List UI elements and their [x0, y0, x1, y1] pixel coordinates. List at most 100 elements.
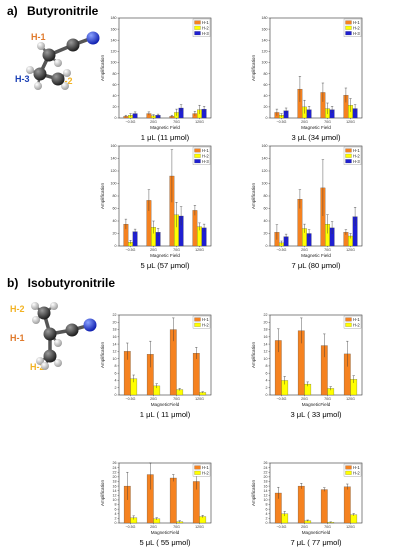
chart-caption: 7 μL ( 77 μmol) [290, 538, 342, 547]
legend-label: H-2 [202, 322, 209, 327]
butyro-h3-label: H-3 [15, 74, 30, 84]
y-tick-label: 22 [264, 470, 268, 474]
x-tick-label: 20G [301, 397, 308, 401]
legend-swatch [345, 465, 352, 470]
y-tick-label: 14 [113, 342, 117, 346]
x-tick-label: 120G [195, 248, 204, 252]
legend-swatch [194, 470, 201, 475]
x-tick-label: ~0.5G [277, 397, 287, 401]
legend-swatch [345, 153, 352, 158]
y-tick-label: 80 [113, 194, 117, 198]
y-tick-label: 20 [264, 475, 268, 479]
y-tick-label: 18 [113, 480, 117, 484]
chart-6: 0 2 4 6 8 10 12 14 16 18 20 22 ~0.5G 20G 70G 120G Magnet… [251, 313, 363, 419]
legend-swatch [194, 322, 201, 327]
plot-frame [118, 462, 212, 524]
y-tick-label: 4 [115, 379, 117, 383]
y-axis-label: Amplification [251, 55, 256, 81]
section-b-title: Isobutyronitrile [27, 276, 116, 290]
y-tick-label: 6 [115, 507, 117, 511]
x-tick-label: 20G [150, 120, 157, 124]
x-tick-label: ~0.5G [277, 248, 287, 252]
chart-caption: 3 μL ( 33 μmol) [290, 410, 342, 419]
y-tick-label: 12 [264, 494, 268, 498]
section-a-title: Butyronitrile [27, 4, 99, 18]
y-tick-label: 16 [113, 484, 117, 488]
y-tick-label: 100 [262, 182, 268, 186]
legend-label: H-1 [353, 20, 360, 25]
y-tick-label: 4 [266, 379, 268, 383]
y-tick-label: 120 [262, 50, 268, 54]
y-tick-label: 4 [266, 512, 268, 516]
y-axis-label: Amplification [100, 342, 105, 368]
legend-swatch [194, 153, 201, 158]
plot-frame [269, 462, 363, 524]
y-tick-label: 160 [262, 144, 268, 148]
bar-h-1 [169, 477, 177, 524]
y-tick-label: 0 [266, 116, 268, 120]
chart-caption: 3 μL (34 μmol) [292, 133, 341, 142]
legend-label: H-1 [202, 20, 209, 25]
legend-swatch [345, 25, 352, 30]
legend-label: H-1 [202, 317, 209, 322]
y-tick-label: 120 [111, 169, 117, 173]
x-tick-label: 70G [324, 120, 331, 124]
legend-swatch [194, 317, 201, 322]
y-tick-label: 22 [113, 470, 117, 474]
bar-h-1 [320, 489, 328, 524]
y-tick-label: 40 [113, 219, 117, 223]
y-tick-label: 18 [264, 480, 268, 484]
y-tick-label: 40 [264, 94, 268, 98]
bar-h-2 [350, 514, 358, 524]
y-tick-label: 0 [266, 393, 268, 397]
y-tick-label: 26 [264, 461, 268, 465]
y-tick-label: 80 [264, 72, 268, 76]
y-tick-label: 20 [264, 232, 268, 236]
y-axis-label: Amplification [251, 183, 256, 209]
y-tick-label: 0 [115, 393, 117, 397]
chart-caption: 1 μL ( 11 μmol) [140, 410, 191, 419]
y-tick-label: 16 [113, 335, 117, 339]
legend-swatch [345, 470, 352, 475]
x-tick-label: 120G [346, 397, 355, 401]
x-tick-label: 70G [173, 120, 180, 124]
y-tick-label: 12 [113, 494, 117, 498]
plot-frame [118, 17, 212, 119]
y-tick-label: 22 [264, 313, 268, 317]
legend-label: H-3 [202, 31, 209, 36]
chart-caption: 5 μL ( 55 μmol) [139, 538, 191, 547]
y-tick-label: 20 [113, 320, 117, 324]
y-tick-label: 20 [113, 475, 117, 479]
plot-frame [269, 314, 363, 396]
x-tick-label: 70G [324, 525, 331, 529]
y-tick-label: 10 [264, 498, 268, 502]
legend-swatch [345, 322, 352, 327]
y-tick-label: 0 [115, 116, 117, 120]
y-tick-label: 140 [111, 157, 117, 161]
y-tick-label: 16 [264, 335, 268, 339]
butyro-h2-label: H-2 [58, 76, 73, 86]
x-axis-label: MagneticField [151, 402, 180, 407]
y-tick-label: 8 [266, 364, 268, 368]
x-tick-label: 120G [195, 397, 204, 401]
x-tick-label: 70G [173, 525, 180, 529]
y-tick-label: 40 [113, 94, 117, 98]
y-tick-label: 2 [266, 517, 268, 521]
y-tick-label: 80 [264, 194, 268, 198]
x-tick-label: 20G [150, 248, 157, 252]
legend-label: H-1 [353, 317, 360, 322]
bar-h-1 [192, 210, 198, 247]
x-tick-label: ~0.5G [126, 525, 136, 529]
y-tick-label: 6 [115, 371, 117, 375]
y-tick-label: 0 [266, 521, 268, 525]
x-tick-label: ~0.5G [277, 120, 287, 124]
legend-label: H-2 [353, 322, 360, 327]
x-tick-label: 70G [324, 397, 331, 401]
y-tick-label: 24 [113, 466, 117, 470]
y-axis-label: Amplification [251, 342, 256, 368]
y-tick-label: 160 [262, 27, 268, 31]
bar-h-1 [192, 353, 200, 396]
isobutyro-h2b-label: H-2 [30, 362, 45, 372]
